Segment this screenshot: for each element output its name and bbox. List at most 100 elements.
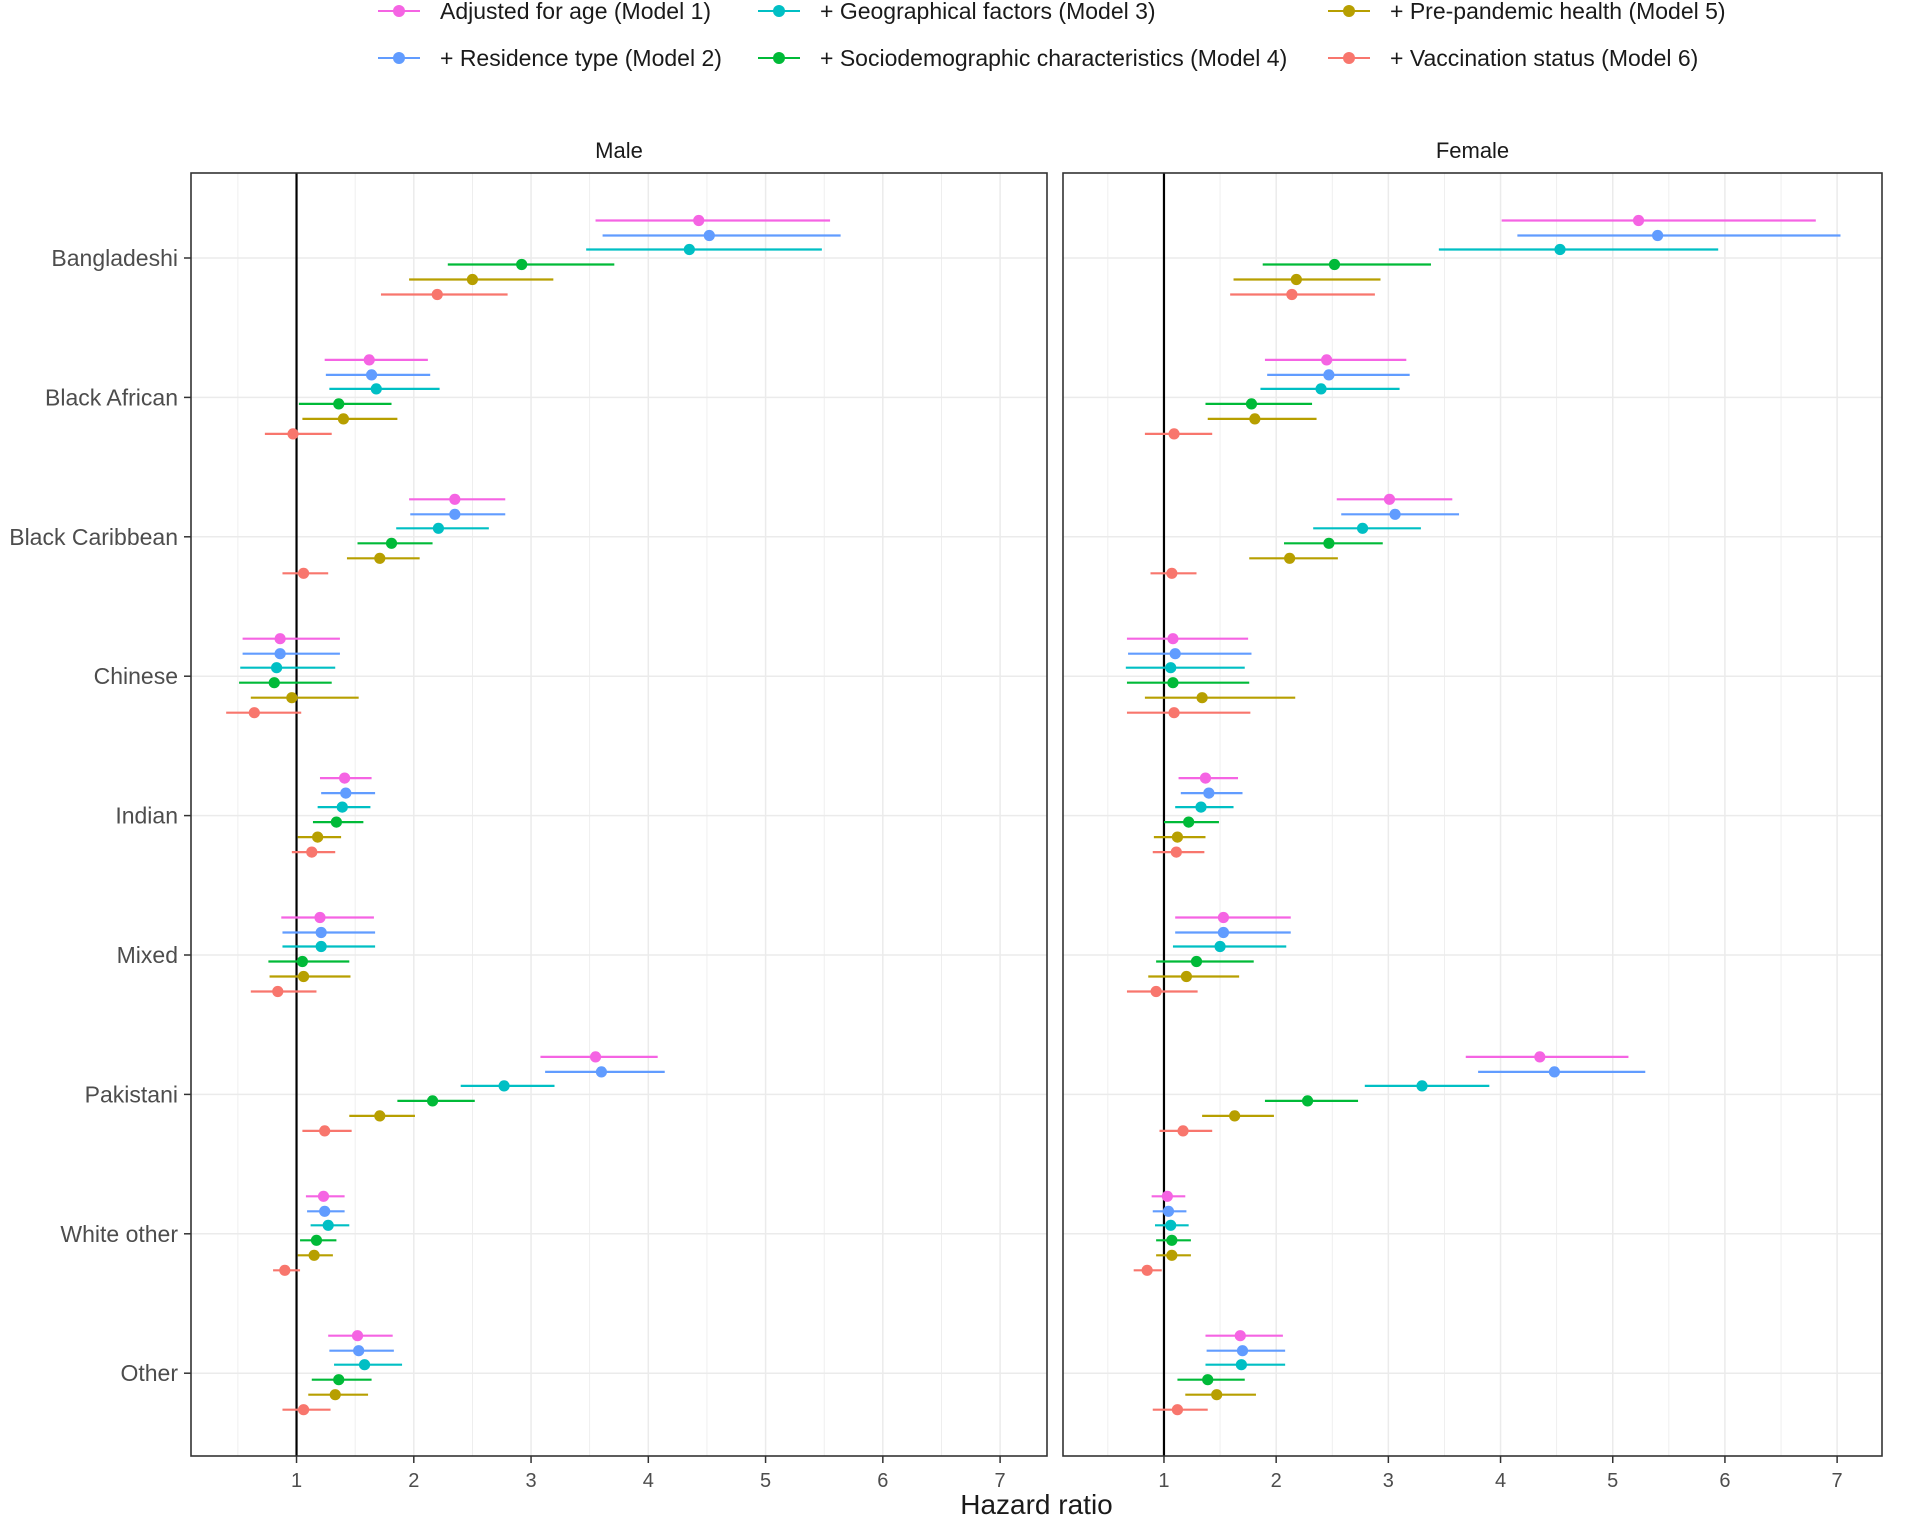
point-male-black-african-model-4 [333, 398, 345, 410]
point-female-bangladeshi-model-4 [1328, 258, 1341, 271]
point-male-black-african-model-2 [365, 369, 378, 381]
point-male-black-african-model-3 [370, 383, 382, 395]
legend-item-model-1: Adjusted for age (Model 1) [376, 0, 711, 26]
point-male-white-other-model-6 [279, 1264, 291, 1276]
point-male-white-other-model-3 [322, 1219, 334, 1231]
panel-female: Female 1 2 3 4 5 6 7 [1062, 138, 1883, 1492]
point-male-bangladeshi-model-3 [683, 243, 695, 256]
point-female-bangladeshi-model-6 [1286, 288, 1298, 301]
legend-key-model-6 [1326, 43, 1372, 73]
x-tick-label-male-4: 4 [643, 1470, 654, 1492]
point-male-other-model-1 [351, 1330, 364, 1342]
x-tick-label-female-5: 5 [1607, 1470, 1618, 1492]
point-male-pakistani-model-3 [498, 1080, 510, 1092]
point-male-black-african-model-1 [363, 354, 375, 366]
point-male-indian-model-2 [340, 787, 352, 799]
point-female-bangladeshi-model-3 [1554, 243, 1566, 256]
legend-label-model-2: + Residence type (Model 2) [440, 44, 722, 71]
x-tick-label-male-6: 6 [877, 1470, 888, 1492]
y-tick-label-black-caribbean: Black Caribbean [9, 524, 178, 550]
point-female-other-model-1 [1234, 1330, 1246, 1342]
point-male-bangladeshi-model-2 [703, 229, 715, 242]
point-male-white-other-model-2 [319, 1205, 331, 1217]
point-male-black-caribbean-model-5 [374, 552, 386, 564]
point-female-mixed-model-1 [1217, 911, 1230, 924]
point-male-black-caribbean-model-2 [449, 508, 461, 520]
point-male-indian-model-3 [336, 801, 348, 813]
x-tick-label-female-1: 1 [1158, 1470, 1169, 1492]
point-male-black-caribbean-model-1 [449, 493, 461, 505]
point-male-black-african-model-6 [287, 428, 299, 440]
point-female-black-african-model-2 [1323, 369, 1335, 381]
point-female-mixed-model-6 [1150, 985, 1162, 998]
point-male-pakistani-model-4 [426, 1095, 439, 1107]
point-female-pakistani-model-5 [1229, 1110, 1241, 1122]
x-tick-label-male-2: 2 [408, 1470, 419, 1492]
y-tick-label-black-african: Black African [45, 384, 178, 410]
point-female-chinese-model-6 [1168, 707, 1180, 719]
point-female-chinese-model-3 [1165, 662, 1177, 674]
legend-key-model-2 [376, 43, 422, 73]
point-male-chinese-model-3 [271, 662, 283, 674]
point-male-pakistani-model-6 [319, 1125, 331, 1137]
point-male-chinese-model-6 [248, 707, 260, 719]
point-male-other-model-2 [353, 1345, 365, 1357]
point-male-black-caribbean-model-4 [385, 537, 398, 549]
point-female-other-model-6 [1171, 1404, 1184, 1416]
point-female-mixed-model-5 [1180, 970, 1193, 983]
point-male-other-model-6 [297, 1404, 310, 1416]
point-female-black-african-model-4 [1245, 398, 1258, 410]
legend-item-model-6: + Vaccination status (Model 6) [1326, 43, 1698, 73]
y-tick-label-indian: Indian [115, 803, 178, 829]
point-female-pakistani-model-3 [1416, 1080, 1428, 1092]
point-male-bangladeshi-model-1 [693, 214, 705, 227]
panel-border-male [190, 172, 1048, 1457]
point-female-chinese-model-5 [1196, 692, 1208, 704]
legend-key-model-3 [756, 0, 802, 26]
legend-item-model-3: + Geographical factors (Model 3) [756, 0, 1156, 26]
point-male-bangladeshi-model-4 [516, 258, 528, 271]
point-male-white-other-model-4 [310, 1234, 323, 1246]
point-male-pakistani-model-2 [595, 1066, 608, 1078]
legend-label-model-4: + Sociodemographic characteristics (Mode… [820, 44, 1288, 71]
point-male-bangladeshi-model-5 [466, 273, 479, 286]
point-female-bangladeshi-model-2 [1652, 229, 1664, 242]
point-female-white-other-model-6 [1141, 1264, 1153, 1276]
point-male-pakistani-model-1 [589, 1051, 602, 1063]
point-female-pakistani-model-4 [1301, 1095, 1314, 1107]
x-tick-label-male-1: 1 [291, 1470, 302, 1492]
point-male-indian-model-5 [312, 831, 324, 843]
point-male-chinese-model-2 [274, 648, 286, 660]
y-tick-label-chinese: Chinese [94, 663, 178, 689]
point-female-mixed-model-3 [1214, 940, 1226, 953]
point-female-indian-model-2 [1203, 787, 1215, 799]
point-male-mixed-model-5 [297, 970, 310, 983]
point-female-pakistani-model-2 [1548, 1066, 1560, 1078]
point-female-black-caribbean-model-1 [1383, 493, 1396, 505]
point-female-other-model-3 [1235, 1359, 1247, 1371]
legend: Adjusted for age (Model 1) + Geographica… [0, 0, 1920, 80]
x-tick-label-female-2: 2 [1271, 1470, 1282, 1492]
point-female-chinese-model-1 [1167, 633, 1179, 645]
point-female-black-caribbean-model-4 [1323, 537, 1335, 549]
point-female-other-model-4 [1202, 1374, 1214, 1386]
point-female-mixed-model-2 [1217, 926, 1230, 939]
point-male-mixed-model-6 [272, 985, 284, 998]
point-male-indian-model-1 [339, 772, 351, 784]
point-female-chinese-model-2 [1169, 648, 1181, 660]
x-axis-title: Hazard ratio [960, 1489, 1113, 1520]
legend-key-model-1 [376, 0, 422, 26]
panel-border-female [1062, 172, 1883, 1457]
legend-item-model-5: + Pre-pandemic health (Model 5) [1326, 0, 1726, 26]
point-female-chinese-model-4 [1167, 677, 1179, 689]
point-male-chinese-model-1 [274, 633, 286, 645]
x-tick-label-male-5: 5 [760, 1470, 771, 1492]
strip-label-male: Male [595, 138, 643, 163]
point-female-black-caribbean-model-5 [1284, 552, 1296, 564]
point-male-indian-model-6 [306, 846, 318, 858]
point-female-bangladeshi-model-5 [1290, 273, 1302, 286]
point-female-white-other-model-4 [1166, 1234, 1178, 1246]
y-tick-label-other: Other [120, 1360, 178, 1386]
point-female-indian-model-1 [1199, 772, 1212, 784]
